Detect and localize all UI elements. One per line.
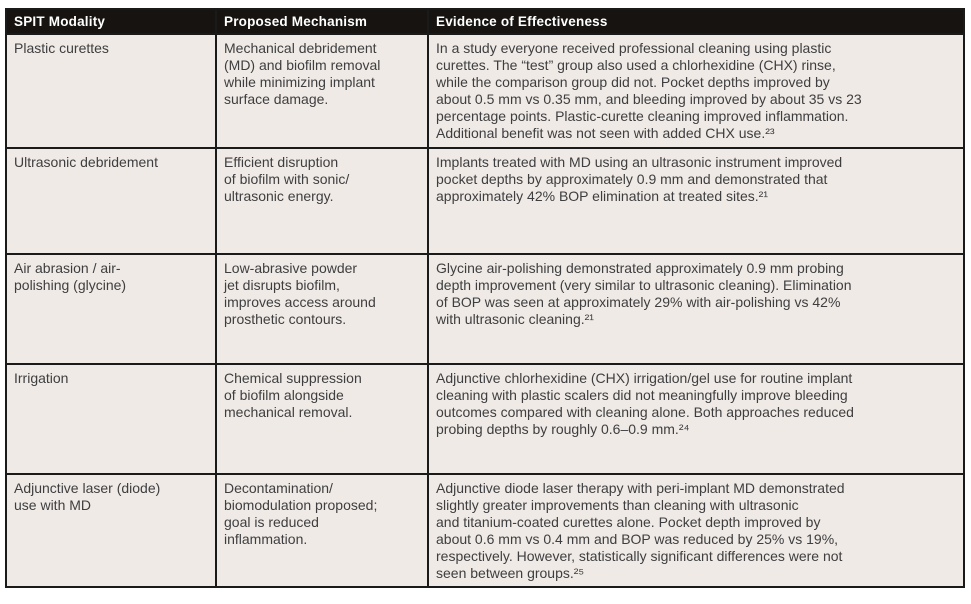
column-header-evidence-of-effectiveness: Evidence of Effectiveness xyxy=(427,8,965,35)
mechanism-cell: Decontamination/ biomodulation proposed;… xyxy=(215,473,429,588)
table-row-air-abrasion: Air abrasion / air- polishing (glycine) … xyxy=(5,253,965,365)
evidence-cell: Glycine air-polishing demonstrated appro… xyxy=(427,253,965,365)
evidence-cell: Adjunctive diode laser therapy with peri… xyxy=(427,473,965,588)
mechanism-cell: Low-abrasive powder jet disrupts biofilm… xyxy=(215,253,429,365)
modality-cell: Air abrasion / air- polishing (glycine) xyxy=(5,253,217,365)
modality-cell: Adjunctive laser (diode) use with MD xyxy=(5,473,217,588)
column-header-spit-modality: SPIT Modality xyxy=(5,8,217,35)
evidence-cell: Adjunctive chlorhexidine (CHX) irrigatio… xyxy=(427,363,965,475)
modality-cell: Plastic curettes xyxy=(5,33,217,149)
modality-cell: Ultrasonic debridement xyxy=(5,147,217,255)
column-header-proposed-mechanism: Proposed Mechanism xyxy=(215,8,429,35)
evidence-cell: Implants treated with MD using an ultras… xyxy=(427,147,965,255)
header-row: SPIT Modality Proposed Mechanism Evidenc… xyxy=(5,8,965,35)
evidence-cell: In a study everyone received professiona… xyxy=(427,33,965,149)
spit-modality-table: SPIT Modality Proposed Mechanism Evidenc… xyxy=(5,8,965,588)
table-row-adjunctive-laser: Adjunctive laser (diode) use with MD Dec… xyxy=(5,473,965,588)
mechanism-cell: Efficient disruption of biofilm with son… xyxy=(215,147,429,255)
mechanism-cell: Mechanical debridement (MD) and biofilm … xyxy=(215,33,429,149)
mechanism-cell: Chemical suppression of biofilm alongsid… xyxy=(215,363,429,475)
table-row-plastic-curettes: Plastic curettes Mechanical debridement … xyxy=(5,33,965,149)
table-row-irrigation: Irrigation Chemical suppression of biofi… xyxy=(5,363,965,475)
modality-cell: Irrigation xyxy=(5,363,217,475)
table-row-ultrasonic-debridement: Ultrasonic debridement Efficient disrupt… xyxy=(5,147,965,255)
